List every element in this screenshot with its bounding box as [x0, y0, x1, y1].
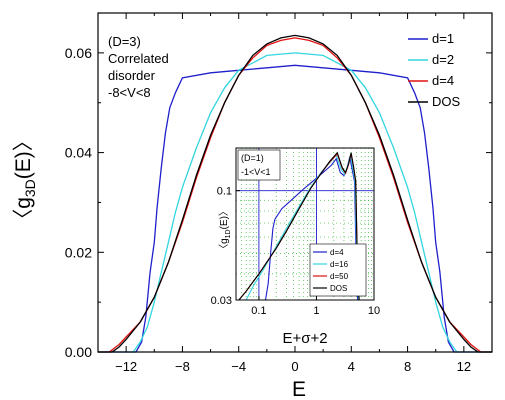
main-annotation-line: (D=3): [108, 34, 141, 49]
inset-y-label-sub: 1D: [225, 229, 232, 238]
main-legend-entry: d=1: [432, 31, 454, 46]
main-legend-entry: d=4: [432, 73, 454, 88]
inset-y-tick-label: 0.1: [217, 186, 232, 198]
inset-plot-frame: [235, 147, 375, 301]
inset-y-label-pre: 〈g: [218, 238, 230, 254]
inset-y-tick-label: 0.03: [211, 295, 232, 307]
main-legend-entry: d=2: [432, 52, 454, 67]
main-y-tick-label: 0.06: [65, 45, 92, 61]
main-y-label-pre: 〈g: [12, 197, 35, 230]
main-annotation-line: disorder: [108, 68, 156, 83]
main-axis-ticks: −12 −8 −4 0 4 8 12 0.00 0.02 0.04 0.06: [65, 13, 493, 374]
main-x-tick-label: 12: [457, 359, 471, 374]
inset-legend-entry: DOS: [330, 284, 347, 293]
main-y-tick-label: 0.00: [65, 344, 92, 360]
inset-axis-ticks: 0.1 1 10 0.03 0.1: [211, 186, 381, 317]
inset-annotation-line: (D=1): [241, 153, 264, 163]
main-series-line-1: [98, 52, 492, 353]
inset-legend-box: [309, 243, 367, 297]
main-x-tick-label: 0: [291, 359, 298, 374]
main-y-axis-label: 〈g3D(E)〉: [12, 130, 38, 230]
main-annotation-line: Correlated: [108, 51, 169, 66]
main-x-tick-label: −8: [175, 359, 190, 374]
main-x-tick-label: 8: [404, 359, 411, 374]
inset-legend: d=4 d=16 d=50 DOS: [309, 243, 367, 297]
main-legend-entry: DOS: [432, 94, 461, 109]
main-y-label-post: (E)〉: [12, 130, 35, 179]
inset-series-line-0: [258, 156, 359, 301]
main-annotation-line: -8<V<8: [108, 85, 151, 100]
main-y-label-sub: 3D: [22, 179, 38, 197]
main-x-axis-label: E: [292, 378, 306, 400]
inset-annotation-line: -1<V<1: [241, 167, 271, 177]
inset-y-axis-label: 〈g1D(E)〉: [218, 206, 232, 254]
main-chart: −12 −8 −4 0 4 8 120.000.020.040.06 〈g3D(E)〉 E …: [12, 12, 493, 400]
inset-annotation-box: [237, 149, 281, 181]
inset-y-label-post: (E)〉: [218, 206, 230, 229]
svg-text:〈g1D(E)〉: 〈g1D(E)〉: [218, 206, 232, 254]
inset-x-tick-label: 10: [368, 305, 380, 317]
main-legend: d=1 d=2 d=4 DOS: [408, 31, 461, 109]
inset-x-tick-label: 1: [313, 305, 319, 317]
inset-legend-entry: d=16: [330, 260, 349, 269]
inset-legend-entry: d=50: [330, 272, 349, 281]
inset-x-tick-label: 0.1: [251, 305, 266, 317]
main-x-tick-label: −12: [115, 359, 137, 374]
main-x-tick-label: 4: [348, 359, 355, 374]
main-series-line-3: [98, 34, 492, 353]
inset-annotation: (D=1) -1<V<1: [237, 149, 281, 181]
inset-legend-entry: d=4: [330, 248, 344, 257]
inset-x-axis-label: E+σ+2: [282, 330, 327, 347]
main-series-layer: [98, 34, 492, 353]
svg-text:〈g3D(E)〉: 〈g3D(E)〉: [12, 130, 38, 230]
inset-series-layer: [238, 151, 360, 301]
main-annotation: (D=3) Correlated disorder -8<V<8: [108, 34, 169, 100]
main-x-tick-label: −4: [231, 359, 246, 374]
inset-chart: 0.1 1 10 0.03 0.1 〈g1D(E)〉 E+σ+2 (D=1) -1<V<…: [211, 147, 381, 347]
main-series-line-0: [98, 64, 492, 353]
main-y-tick-label: 0.04: [65, 145, 92, 161]
main-y-tick-label: 0.02: [65, 244, 92, 260]
inset-series-line-3: [238, 151, 360, 301]
